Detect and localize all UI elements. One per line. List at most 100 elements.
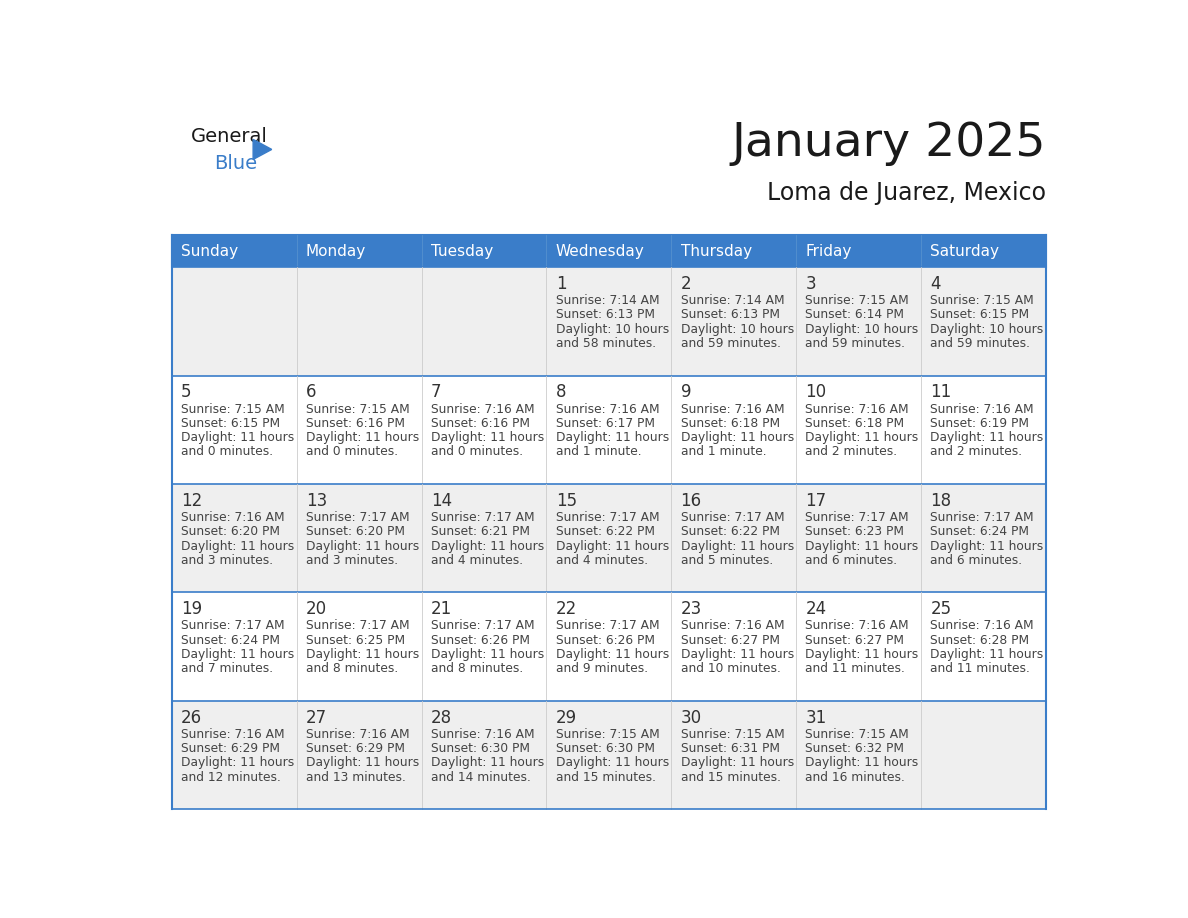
Text: Sunrise: 7:16 AM: Sunrise: 7:16 AM xyxy=(681,403,784,416)
Text: 9: 9 xyxy=(681,384,691,401)
Text: and 5 minutes.: and 5 minutes. xyxy=(681,554,773,566)
Text: Sunrise: 7:15 AM: Sunrise: 7:15 AM xyxy=(556,728,659,741)
Text: Sunset: 6:15 PM: Sunset: 6:15 PM xyxy=(930,308,1030,321)
Text: Sunrise: 7:15 AM: Sunrise: 7:15 AM xyxy=(681,728,784,741)
Text: 4: 4 xyxy=(930,274,941,293)
Text: Sunset: 6:13 PM: Sunset: 6:13 PM xyxy=(681,308,779,321)
Text: Blue: Blue xyxy=(214,153,258,173)
Text: 3: 3 xyxy=(805,274,816,293)
Text: Sunset: 6:32 PM: Sunset: 6:32 PM xyxy=(805,742,904,756)
Text: 2: 2 xyxy=(681,274,691,293)
Text: Daylight: 11 hours: Daylight: 11 hours xyxy=(181,540,295,553)
Text: Sunset: 6:22 PM: Sunset: 6:22 PM xyxy=(681,525,779,538)
Bar xyxy=(172,701,1045,810)
Text: Sunset: 6:20 PM: Sunset: 6:20 PM xyxy=(307,525,405,538)
Text: Daylight: 11 hours: Daylight: 11 hours xyxy=(805,756,918,769)
Text: Friday: Friday xyxy=(805,243,852,259)
Text: and 14 minutes.: and 14 minutes. xyxy=(431,770,531,784)
Text: Sunrise: 7:17 AM: Sunrise: 7:17 AM xyxy=(431,511,535,524)
Text: Daylight: 11 hours: Daylight: 11 hours xyxy=(930,540,1043,553)
Text: 29: 29 xyxy=(556,709,577,727)
Text: Daylight: 11 hours: Daylight: 11 hours xyxy=(805,431,918,444)
Text: Sunset: 6:30 PM: Sunset: 6:30 PM xyxy=(556,742,655,756)
Text: and 8 minutes.: and 8 minutes. xyxy=(431,662,523,675)
Text: Sunset: 6:29 PM: Sunset: 6:29 PM xyxy=(307,742,405,756)
Bar xyxy=(796,235,921,267)
Text: Sunset: 6:29 PM: Sunset: 6:29 PM xyxy=(181,742,280,756)
Text: Sunset: 6:19 PM: Sunset: 6:19 PM xyxy=(930,417,1029,430)
Text: 14: 14 xyxy=(431,492,451,509)
Text: Daylight: 11 hours: Daylight: 11 hours xyxy=(805,648,918,661)
Text: and 2 minutes.: and 2 minutes. xyxy=(930,445,1023,458)
Text: and 0 minutes.: and 0 minutes. xyxy=(431,445,523,458)
Bar xyxy=(546,235,671,267)
Text: and 0 minutes.: and 0 minutes. xyxy=(307,445,398,458)
Text: Sunrise: 7:16 AM: Sunrise: 7:16 AM xyxy=(930,620,1034,633)
Text: Daylight: 11 hours: Daylight: 11 hours xyxy=(681,756,794,769)
Text: Daylight: 11 hours: Daylight: 11 hours xyxy=(431,540,544,553)
Text: Sunrise: 7:17 AM: Sunrise: 7:17 AM xyxy=(681,511,784,524)
Text: Sunrise: 7:15 AM: Sunrise: 7:15 AM xyxy=(930,294,1034,308)
Text: 27: 27 xyxy=(307,709,327,727)
Text: and 3 minutes.: and 3 minutes. xyxy=(307,554,398,566)
Bar xyxy=(172,592,1045,701)
Text: and 1 minute.: and 1 minute. xyxy=(681,445,766,458)
Text: 26: 26 xyxy=(181,709,202,727)
Text: Daylight: 11 hours: Daylight: 11 hours xyxy=(930,648,1043,661)
Text: Daylight: 10 hours: Daylight: 10 hours xyxy=(681,323,794,336)
Text: 16: 16 xyxy=(681,492,702,509)
Text: Daylight: 11 hours: Daylight: 11 hours xyxy=(556,648,669,661)
Text: and 12 minutes.: and 12 minutes. xyxy=(181,770,280,784)
Text: 1: 1 xyxy=(556,274,567,293)
Text: 11: 11 xyxy=(930,384,952,401)
Text: 20: 20 xyxy=(307,600,327,618)
Bar xyxy=(172,484,1045,592)
Text: Sunset: 6:20 PM: Sunset: 6:20 PM xyxy=(181,525,280,538)
Text: Sunset: 6:22 PM: Sunset: 6:22 PM xyxy=(556,525,655,538)
Text: and 0 minutes.: and 0 minutes. xyxy=(181,445,273,458)
Text: Sunrise: 7:15 AM: Sunrise: 7:15 AM xyxy=(181,403,285,416)
Text: Daylight: 11 hours: Daylight: 11 hours xyxy=(556,431,669,444)
Text: and 10 minutes.: and 10 minutes. xyxy=(681,662,781,675)
Text: Sunset: 6:21 PM: Sunset: 6:21 PM xyxy=(431,525,530,538)
Text: Sunset: 6:24 PM: Sunset: 6:24 PM xyxy=(181,633,280,646)
Text: Sunset: 6:18 PM: Sunset: 6:18 PM xyxy=(681,417,779,430)
Text: and 59 minutes.: and 59 minutes. xyxy=(681,337,781,350)
Text: 15: 15 xyxy=(556,492,577,509)
Text: Daylight: 11 hours: Daylight: 11 hours xyxy=(431,648,544,661)
Text: and 4 minutes.: and 4 minutes. xyxy=(556,554,647,566)
Text: Sunset: 6:26 PM: Sunset: 6:26 PM xyxy=(431,633,530,646)
Text: Daylight: 11 hours: Daylight: 11 hours xyxy=(431,431,544,444)
Text: Sunset: 6:31 PM: Sunset: 6:31 PM xyxy=(681,742,779,756)
Bar xyxy=(172,267,1045,375)
Text: Thursday: Thursday xyxy=(681,243,752,259)
Text: Sunset: 6:16 PM: Sunset: 6:16 PM xyxy=(307,417,405,430)
Bar xyxy=(921,235,1045,267)
Text: Sunset: 6:27 PM: Sunset: 6:27 PM xyxy=(805,633,904,646)
Text: 30: 30 xyxy=(681,709,702,727)
Text: Daylight: 11 hours: Daylight: 11 hours xyxy=(307,756,419,769)
Text: Sunrise: 7:14 AM: Sunrise: 7:14 AM xyxy=(556,294,659,308)
Text: January 2025: January 2025 xyxy=(732,121,1045,166)
Text: and 58 minutes.: and 58 minutes. xyxy=(556,337,656,350)
Text: Saturday: Saturday xyxy=(930,243,999,259)
Text: Sunrise: 7:17 AM: Sunrise: 7:17 AM xyxy=(805,511,909,524)
Text: Sunrise: 7:16 AM: Sunrise: 7:16 AM xyxy=(307,728,410,741)
Text: and 11 minutes.: and 11 minutes. xyxy=(930,662,1030,675)
Text: Sunrise: 7:14 AM: Sunrise: 7:14 AM xyxy=(681,294,784,308)
Text: 31: 31 xyxy=(805,709,827,727)
Text: Daylight: 11 hours: Daylight: 11 hours xyxy=(681,648,794,661)
Text: Sunset: 6:23 PM: Sunset: 6:23 PM xyxy=(805,525,904,538)
Text: Daylight: 11 hours: Daylight: 11 hours xyxy=(556,756,669,769)
Text: Sunset: 6:25 PM: Sunset: 6:25 PM xyxy=(307,633,405,646)
Text: Wednesday: Wednesday xyxy=(556,243,644,259)
Text: and 59 minutes.: and 59 minutes. xyxy=(930,337,1030,350)
Text: Daylight: 10 hours: Daylight: 10 hours xyxy=(805,323,918,336)
Text: Daylight: 10 hours: Daylight: 10 hours xyxy=(556,323,669,336)
Text: Daylight: 11 hours: Daylight: 11 hours xyxy=(805,540,918,553)
Text: 18: 18 xyxy=(930,492,952,509)
Text: Sunrise: 7:16 AM: Sunrise: 7:16 AM xyxy=(181,728,285,741)
Text: Sunrise: 7:16 AM: Sunrise: 7:16 AM xyxy=(431,403,535,416)
Text: and 1 minute.: and 1 minute. xyxy=(556,445,642,458)
Text: Sunrise: 7:17 AM: Sunrise: 7:17 AM xyxy=(181,620,285,633)
